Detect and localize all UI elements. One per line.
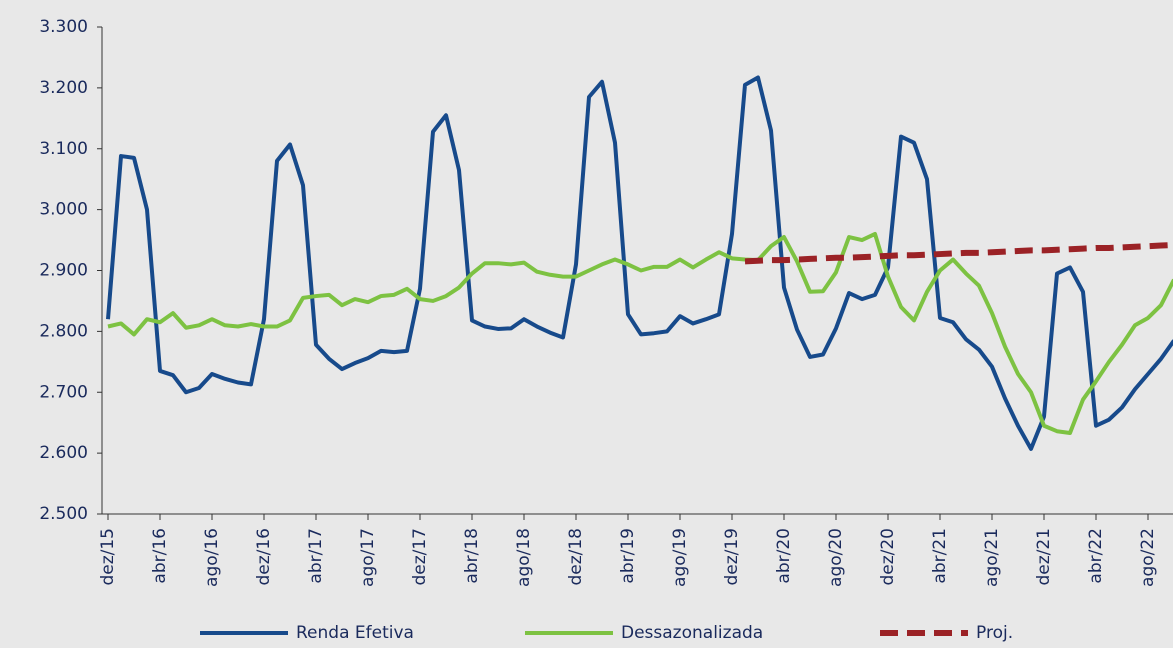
x-tick-label: abr/18 [462,528,482,584]
y-tick-label: 2.500 [39,504,88,524]
y-tick-label: 2.700 [39,382,88,402]
y-tick-label: 2.600 [39,443,88,463]
y-tick-label: 2.900 [39,261,88,281]
legend-label: Renda Efetiva [296,623,414,643]
x-tick-label: dez/19 [722,528,742,586]
y-tick-label: 2.800 [39,321,88,341]
series-line [744,241,1173,265]
x-tick-label: dez/16 [254,528,274,586]
y-tick-label: 3.100 [39,139,88,159]
x-tick-label: abr/17 [306,528,326,584]
x-tick-label: ago/16 [202,528,222,587]
series-line [107,231,1173,436]
x-tick-label: dez/17 [410,528,430,586]
y-tick-label: 3.200 [39,78,88,98]
y-tick-label: 3.300 [39,17,88,37]
x-tick-label: dez/21 [1034,528,1054,586]
x-tick-label: abr/20 [774,528,794,584]
legend-label: Dessazonalizada [621,623,763,643]
x-tick-label: ago/20 [826,528,846,587]
x-tick-label: ago/21 [982,528,1002,587]
x-tick-label: abr/22 [1086,528,1106,584]
x-tick-label: abr/19 [618,528,638,584]
x-tick-label: abr/21 [930,528,950,584]
x-tick-label: ago/19 [670,528,690,587]
x-tick-label: abr/16 [150,528,170,584]
x-tick-label: dez/15 [98,528,118,586]
x-tick-label: dez/18 [566,528,586,586]
y-tick-label: 3.000 [39,200,88,220]
x-tick-label: ago/22 [1138,528,1158,587]
x-tick-label: dez/20 [878,528,898,586]
legend-label: Proj. [976,623,1013,643]
x-tick-label: ago/17 [358,528,378,587]
series-line [106,75,1173,451]
x-tick-label: ago/18 [514,528,534,587]
